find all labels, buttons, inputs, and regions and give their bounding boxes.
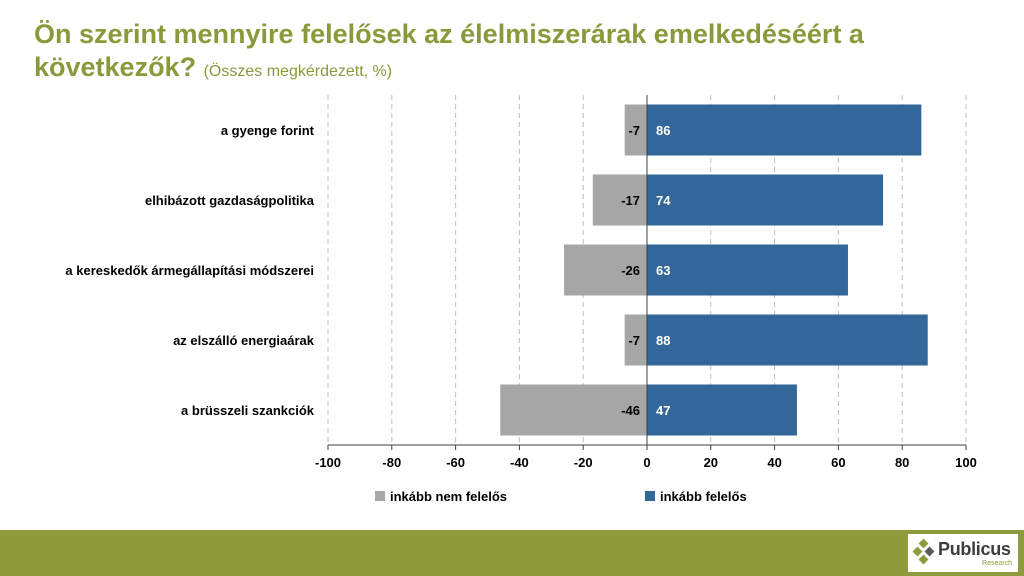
legend-swatch-felelos <box>645 491 655 501</box>
legend-swatch-nem-felelos <box>375 491 385 501</box>
bar-felelos <box>647 384 797 436</box>
x-tick-label: 100 <box>955 455 977 470</box>
data-label: 88 <box>656 333 670 348</box>
x-tick-label: 80 <box>895 455 909 470</box>
category-label: a kereskedők ármegállapítási módszerei <box>65 263 314 278</box>
title-subtitle: (Összes megkérdezett, %) <box>203 63 393 80</box>
category-label: elhibázott gazdaságpolitika <box>145 193 315 208</box>
data-label: -17 <box>621 193 640 208</box>
logo-name: Publicus <box>938 539 1011 559</box>
logo-sub: Research <box>982 560 1012 567</box>
bar-felelos <box>647 244 848 296</box>
bar-nem-felelos <box>592 174 647 226</box>
bar-felelos <box>647 104 922 156</box>
category-label: a gyenge forint <box>221 123 315 138</box>
data-label: -7 <box>628 123 640 138</box>
x-tick-label: -80 <box>382 455 401 470</box>
bar-nem-felelos <box>624 314 647 366</box>
data-label: 63 <box>656 263 670 278</box>
x-tick-label: -60 <box>446 455 465 470</box>
diverging-bar-chart: -7 -17 -26 -7 -46 86 74 63 88 47 -100 -80 -60 -40 -20 0… <box>65 95 977 504</box>
data-label: -46 <box>621 403 640 418</box>
x-tick-label: -20 <box>574 455 593 470</box>
legend-label-felelos: inkább felelős <box>660 489 747 504</box>
data-label: -26 <box>621 263 640 278</box>
bar-nem-felelos <box>624 104 647 156</box>
category-label: az elszálló energiaárak <box>173 333 315 348</box>
x-tick-label: -40 <box>510 455 529 470</box>
category-label: a brüsszeli szankciók <box>181 403 315 418</box>
x-tick-label: -100 <box>315 455 341 470</box>
bar-nem-felelos <box>564 244 647 296</box>
x-tick-label: 60 <box>831 455 845 470</box>
page-title: Ön szerint mennyire felelősek az élelmis… <box>34 18 994 88</box>
x-tick-label: 40 <box>767 455 781 470</box>
legend-label-nem-felelos: inkább nem felelős <box>390 489 507 504</box>
publicus-logo-icon <box>912 539 935 565</box>
data-label: -7 <box>628 333 640 348</box>
data-label: 47 <box>656 403 670 418</box>
publicus-logo: Publicus Research <box>908 534 1018 572</box>
bar-felelos <box>647 314 928 366</box>
footer-band <box>0 530 1024 576</box>
x-tick-label: 0 <box>643 455 650 470</box>
bar-nem-felelos <box>500 384 647 436</box>
x-tick-label: 20 <box>704 455 718 470</box>
bar-felelos <box>647 174 884 226</box>
data-label: 86 <box>656 123 670 138</box>
data-label: 74 <box>656 193 671 208</box>
title-text: Ön szerint mennyire felelősek az élelmis… <box>34 19 864 82</box>
